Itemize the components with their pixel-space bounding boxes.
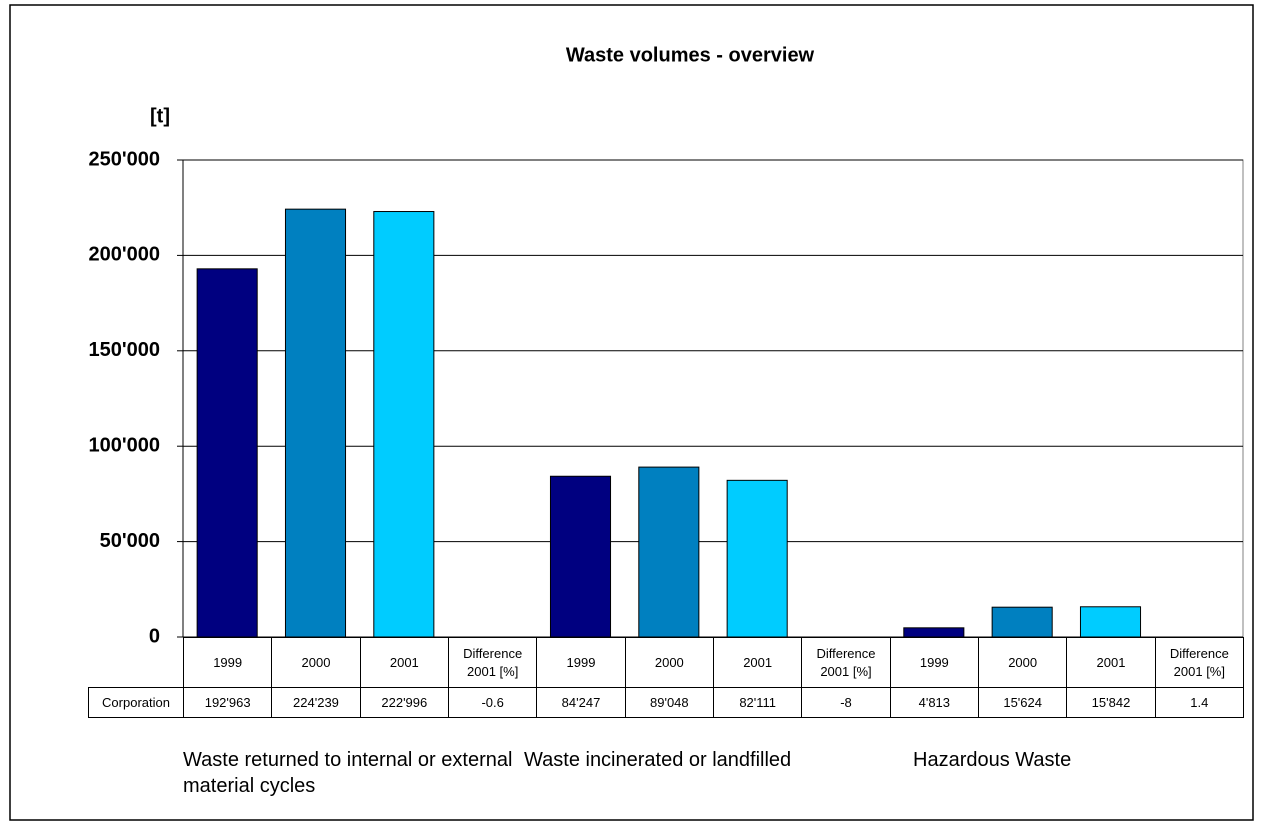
bar xyxy=(549,475,612,638)
table-header-cell: 2001 xyxy=(359,637,449,688)
table-header-cell: 1999 xyxy=(889,637,979,688)
table-header-cell: 2001 xyxy=(1066,637,1156,688)
group-label: Waste incinerated or landfilled xyxy=(524,749,792,771)
table-value-cell: 192'963 xyxy=(183,687,273,718)
table-header-cell: 2001 xyxy=(713,637,803,688)
y-tick-label: 150'000 xyxy=(89,339,161,361)
table-value-cell: 224'239 xyxy=(271,687,361,718)
table-row-header: Corporation xyxy=(88,687,184,718)
y-tick-label: 200'000 xyxy=(89,244,161,266)
y-tick-label: 250'000 xyxy=(89,148,161,170)
table-value-cell: 222'996 xyxy=(359,687,449,718)
table-value-cell: -8 xyxy=(801,687,891,718)
table-value-cell: 4'813 xyxy=(889,687,979,718)
table-value-cell: 15'624 xyxy=(978,687,1068,718)
table-header-cell: 2000 xyxy=(978,637,1068,688)
table-header-cell: Difference 2001 [%] xyxy=(448,637,538,688)
table-header-cell: 1999 xyxy=(183,637,273,688)
table-value-cell: 89'048 xyxy=(624,687,714,718)
group-label: Waste returned to internal or external m… xyxy=(183,749,513,797)
table-value-cell: 1.4 xyxy=(1154,687,1244,718)
table-value-cell: 15'842 xyxy=(1066,687,1156,718)
bar xyxy=(991,606,1053,638)
group-label: Hazardous Waste xyxy=(913,749,1072,771)
table-header-cell: Difference 2001 [%] xyxy=(801,637,891,688)
chart-title: Waste volumes - overview xyxy=(566,44,815,66)
bar xyxy=(726,479,788,638)
bar xyxy=(903,627,965,638)
table-header-cell: 1999 xyxy=(536,637,626,688)
bar xyxy=(196,268,258,638)
y-axis-label: [t] xyxy=(150,105,170,127)
y-tick-label: 0 xyxy=(149,625,160,647)
table-header-cell: 2000 xyxy=(624,637,714,688)
bar xyxy=(373,211,435,638)
bar xyxy=(284,208,347,638)
y-tick-label: 50'000 xyxy=(100,530,160,552)
table-header-cell: 2000 xyxy=(271,637,361,688)
table-header-cell: Difference 2001 [%] xyxy=(1154,637,1244,688)
table-value-cell: 82'111 xyxy=(713,687,803,718)
bar xyxy=(1079,606,1142,638)
bar xyxy=(638,466,700,638)
table-value-cell: 84'247 xyxy=(536,687,626,718)
y-tick-label: 100'000 xyxy=(89,434,161,456)
table-value-cell: -0.6 xyxy=(448,687,538,718)
